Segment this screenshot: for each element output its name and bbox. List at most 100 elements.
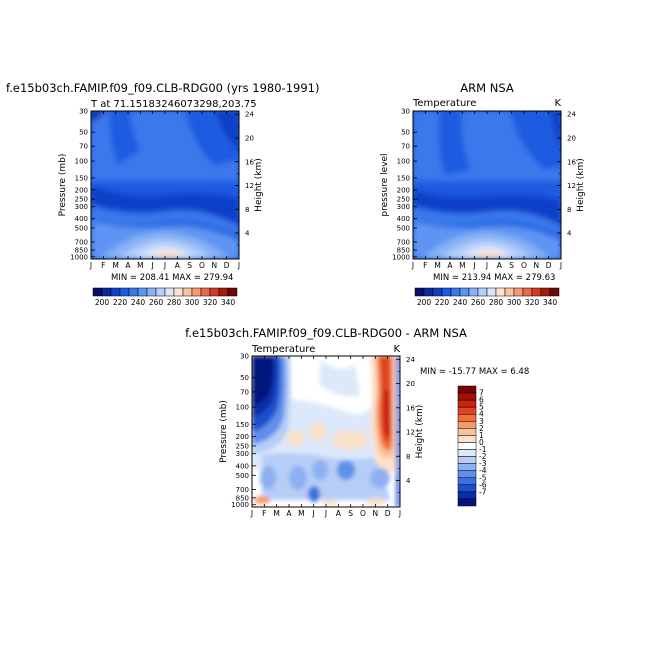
- month-label: N: [373, 509, 379, 518]
- y-axis-label-right: Height (km): [415, 405, 425, 459]
- panel-diff-field: [252, 356, 400, 507]
- y-axis-label: pressure level: [380, 153, 390, 216]
- pressure-label: 70: [240, 388, 249, 396]
- colorbar-label: -1: [479, 445, 487, 454]
- y-axis-label: Pressure (mb): [58, 154, 68, 217]
- pressure-label: 1000: [70, 253, 88, 261]
- pressure-label: 150: [75, 174, 88, 182]
- colorbar-label: 3: [479, 417, 484, 426]
- colorbar-label: 4: [479, 410, 484, 419]
- pressure-label: 30: [240, 353, 249, 361]
- y-axis-label-right: Height (km): [576, 158, 586, 212]
- colorbar-label: 200: [417, 298, 432, 307]
- pressure-label: 50: [401, 129, 410, 137]
- colorbar-swatch: [457, 435, 477, 443]
- pressure-label: 50: [79, 129, 88, 137]
- pressure-label: 850: [236, 494, 249, 502]
- colorbar-swatch: [457, 413, 477, 422]
- colorbar-swatch: [101, 287, 112, 297]
- colorbar-swatch: [457, 406, 477, 415]
- month-label: S: [187, 261, 192, 270]
- month-label: A: [175, 261, 181, 270]
- month-label: F: [101, 261, 105, 270]
- pressure-label: 200: [75, 186, 88, 194]
- month-label: J: [312, 509, 315, 518]
- panel-obs-subtitle: Temperature: [412, 98, 476, 109]
- colorbar-swatch: [457, 456, 477, 464]
- pressure-label: 100: [236, 404, 249, 412]
- month-label: D: [546, 261, 552, 270]
- pressure-label: 1000: [231, 501, 249, 509]
- colorbar-label: 7: [479, 389, 484, 398]
- month-label: O: [199, 261, 205, 270]
- colorbar-swatch: [423, 287, 434, 297]
- height-label: 16: [406, 404, 415, 412]
- panel-obs: ARM NSA Temperature K J F M A M J J A S O N D J30507…: [380, 81, 586, 307]
- month-label: A: [286, 509, 292, 518]
- month-label: M: [298, 509, 304, 518]
- panel-diff: f.e15b03ch.FAMIP.f09_f09.CLB-RDG00 - ARM…: [185, 326, 529, 518]
- pressure-label: 200: [397, 186, 410, 194]
- month-label: J: [237, 261, 240, 270]
- pressure-label: 150: [236, 421, 249, 429]
- colorbar-label: -7: [479, 487, 487, 496]
- panel-model-field: [91, 111, 239, 259]
- month-label: J: [324, 509, 327, 518]
- month-label: A: [336, 509, 342, 518]
- month-label: O: [521, 261, 527, 270]
- colorbar-swatch: [495, 287, 506, 297]
- colorbar-swatch: [457, 442, 477, 450]
- colorbar-swatch: [486, 287, 497, 297]
- height-label: 16: [567, 158, 576, 166]
- month-label: A: [497, 261, 503, 270]
- height-label: 24: [406, 356, 415, 364]
- colorbar-label: 2: [479, 424, 484, 433]
- y-axis-label-right: Height (km): [254, 158, 264, 212]
- pressure-label: 400: [236, 462, 249, 470]
- colorbar-swatch: [540, 287, 551, 297]
- colorbar-label: 340: [221, 298, 236, 307]
- colorbar-label: -5: [479, 473, 487, 482]
- month-label: D: [385, 509, 391, 518]
- colorbar-label: 260: [149, 298, 164, 307]
- colorbar-swatch: [182, 287, 193, 297]
- colorbar-swatch: [457, 484, 477, 493]
- height-label: 24: [245, 111, 254, 119]
- colorbar-swatch: [504, 287, 515, 297]
- pressure-label: 300: [75, 203, 88, 211]
- panel-model-subtitle: T at 71.15183246073298,203.75: [90, 99, 257, 110]
- colorbar-label: 300: [185, 298, 200, 307]
- pressure-label: 30: [79, 108, 88, 116]
- y-axis-label: Pressure (mb): [219, 400, 229, 463]
- colorbar-swatch: [468, 287, 479, 297]
- height-label: 16: [245, 158, 254, 166]
- height-label: 8: [245, 206, 249, 214]
- height-label: 4: [406, 477, 411, 485]
- month-label: J: [559, 261, 562, 270]
- month-label: S: [509, 261, 514, 270]
- colorbar-swatch: [173, 287, 184, 297]
- colorbar-swatch: [513, 287, 524, 297]
- height-label: 8: [567, 206, 571, 214]
- month-label: M: [273, 509, 279, 518]
- colorbar-label: 5: [479, 403, 484, 412]
- colorbar-swatch: [457, 491, 477, 500]
- month-label: J: [473, 261, 476, 270]
- colorbar-swatch: [531, 287, 542, 297]
- pressure-label: 30: [401, 108, 410, 116]
- pressure-label: 70: [401, 143, 410, 151]
- colorbar-swatch: [218, 287, 229, 297]
- month-label: M: [137, 261, 143, 270]
- colorbar-label: 240: [453, 298, 468, 307]
- pressure-label: 1000: [392, 253, 410, 261]
- height-label: 12: [406, 429, 415, 437]
- colorbar-label: 340: [543, 298, 558, 307]
- colorbar-swatch: [457, 498, 477, 507]
- pressure-label: 500: [397, 224, 410, 232]
- pressure-label: 250: [75, 196, 88, 204]
- colorbar-swatch: [477, 287, 488, 297]
- colorbar-swatch: [200, 287, 211, 297]
- pressure-label: 50: [240, 374, 249, 382]
- colorbar-swatch: [110, 287, 121, 297]
- height-label: 8: [406, 453, 410, 461]
